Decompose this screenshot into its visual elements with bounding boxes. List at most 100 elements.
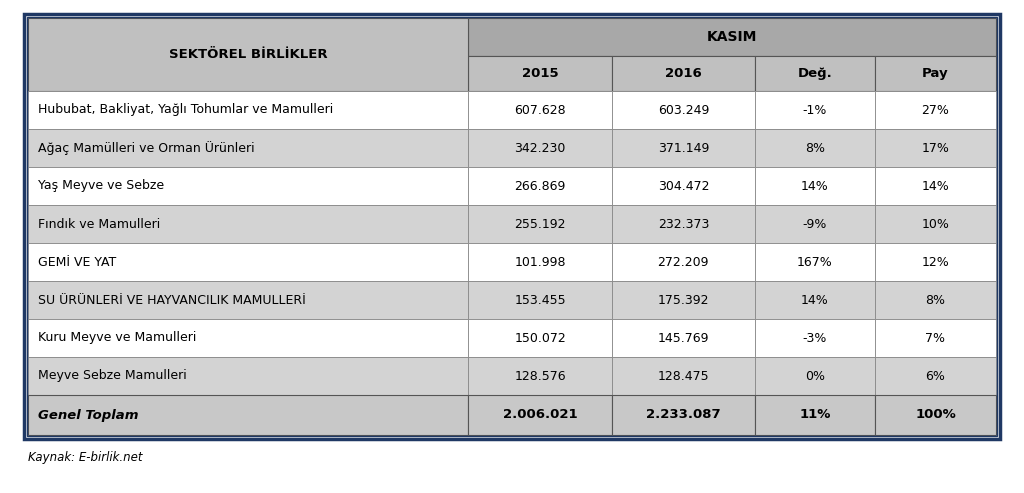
Bar (468, 129, 611, 167)
Bar (755, 281, 874, 319)
Bar (755, 167, 874, 205)
Bar (755, 91, 874, 129)
Text: 0%: 0% (805, 369, 825, 383)
Bar (755, 56, 874, 91)
Bar (28, 319, 468, 357)
Bar (468, 395, 611, 435)
Text: 17%: 17% (922, 141, 949, 154)
Text: Kaynak: E-birlik.net: Kaynak: E-birlik.net (28, 451, 142, 464)
Text: SEKTÖREL BİRLİKLER: SEKTÖREL BİRLİKLER (169, 48, 328, 61)
Text: Fındık ve Mamulleri: Fındık ve Mamulleri (38, 217, 160, 231)
Text: -1%: -1% (803, 104, 827, 116)
Bar (874, 205, 996, 243)
Bar (874, 243, 996, 281)
Bar (611, 56, 755, 91)
Text: 128.475: 128.475 (657, 369, 710, 383)
Text: 27%: 27% (922, 104, 949, 116)
Text: 145.769: 145.769 (657, 331, 709, 345)
Text: 371.149: 371.149 (657, 141, 709, 154)
Bar (28, 281, 468, 319)
Bar (874, 357, 996, 395)
Bar (755, 129, 874, 167)
Text: 10%: 10% (922, 217, 949, 231)
Bar (874, 319, 996, 357)
Text: Kuru Meyve ve Mamulleri: Kuru Meyve ve Mamulleri (38, 331, 197, 345)
Bar (28, 18, 468, 91)
Text: KASIM: KASIM (707, 30, 758, 44)
Bar (874, 91, 996, 129)
Text: 255.192: 255.192 (514, 217, 566, 231)
Bar (755, 205, 874, 243)
Text: 272.209: 272.209 (657, 255, 709, 269)
Bar (468, 167, 611, 205)
Text: 8%: 8% (926, 293, 945, 307)
Bar (28, 91, 468, 129)
Bar (611, 129, 755, 167)
Bar (468, 91, 611, 129)
Text: Pay: Pay (923, 67, 949, 80)
Text: 12%: 12% (922, 255, 949, 269)
Text: 167%: 167% (797, 255, 833, 269)
Text: Meyve Sebze Mamulleri: Meyve Sebze Mamulleri (38, 369, 186, 383)
Bar (24, 14, 1000, 439)
Text: 128.576: 128.576 (514, 369, 566, 383)
Text: 175.392: 175.392 (657, 293, 709, 307)
Bar (611, 319, 755, 357)
Bar (874, 167, 996, 205)
Text: 150.072: 150.072 (514, 331, 566, 345)
Text: 2015: 2015 (522, 67, 558, 80)
Bar (468, 205, 611, 243)
Bar (611, 395, 755, 435)
Bar (611, 357, 755, 395)
Text: 603.249: 603.249 (657, 104, 709, 116)
Text: 607.628: 607.628 (514, 104, 566, 116)
Text: 6%: 6% (926, 369, 945, 383)
Text: 11%: 11% (800, 409, 830, 422)
Text: 2.006.021: 2.006.021 (503, 409, 578, 422)
Bar (755, 357, 874, 395)
Bar (611, 243, 755, 281)
Text: 304.472: 304.472 (657, 179, 709, 192)
Bar (28, 243, 468, 281)
Text: 153.455: 153.455 (514, 293, 566, 307)
Text: 101.998: 101.998 (514, 255, 566, 269)
Text: 14%: 14% (922, 179, 949, 192)
Text: 2.233.087: 2.233.087 (646, 409, 721, 422)
Text: Yaş Meyve ve Sebze: Yaş Meyve ve Sebze (38, 179, 164, 192)
Text: 8%: 8% (805, 141, 825, 154)
Text: GEMİ VE YAT: GEMİ VE YAT (38, 255, 117, 269)
Text: 100%: 100% (915, 409, 955, 422)
Text: Genel Toplam: Genel Toplam (38, 409, 138, 422)
Text: 266.869: 266.869 (514, 179, 565, 192)
Bar (28, 18, 996, 435)
Bar (468, 281, 611, 319)
Text: 232.373: 232.373 (657, 217, 709, 231)
Bar (874, 129, 996, 167)
Bar (28, 167, 468, 205)
Bar (874, 395, 996, 435)
Bar (468, 319, 611, 357)
Text: 14%: 14% (801, 293, 828, 307)
Bar (28, 395, 468, 435)
Text: Değ.: Değ. (798, 67, 833, 80)
Text: -9%: -9% (803, 217, 827, 231)
Bar (874, 56, 996, 91)
Bar (468, 56, 611, 91)
Text: Hububat, Bakliyat, Yağlı Tohumlar ve Mamulleri: Hububat, Bakliyat, Yağlı Tohumlar ve Mam… (38, 104, 333, 116)
Text: SU ÜRÜNLERİ VE HAYVANCILIK MAMULLERİ: SU ÜRÜNLERİ VE HAYVANCILIK MAMULLERİ (38, 293, 306, 307)
Bar (611, 205, 755, 243)
Bar (28, 357, 468, 395)
Bar (611, 91, 755, 129)
Text: 7%: 7% (926, 331, 945, 345)
Bar (874, 281, 996, 319)
Text: 2016: 2016 (665, 67, 701, 80)
Bar (611, 281, 755, 319)
Bar (611, 167, 755, 205)
Text: Ağaç Mamülleri ve Orman Ürünleri: Ağaç Mamülleri ve Orman Ürünleri (38, 141, 255, 155)
Text: 342.230: 342.230 (514, 141, 565, 154)
Bar (28, 205, 468, 243)
Text: -3%: -3% (803, 331, 827, 345)
Text: 14%: 14% (801, 179, 828, 192)
Bar (468, 357, 611, 395)
Bar (755, 243, 874, 281)
